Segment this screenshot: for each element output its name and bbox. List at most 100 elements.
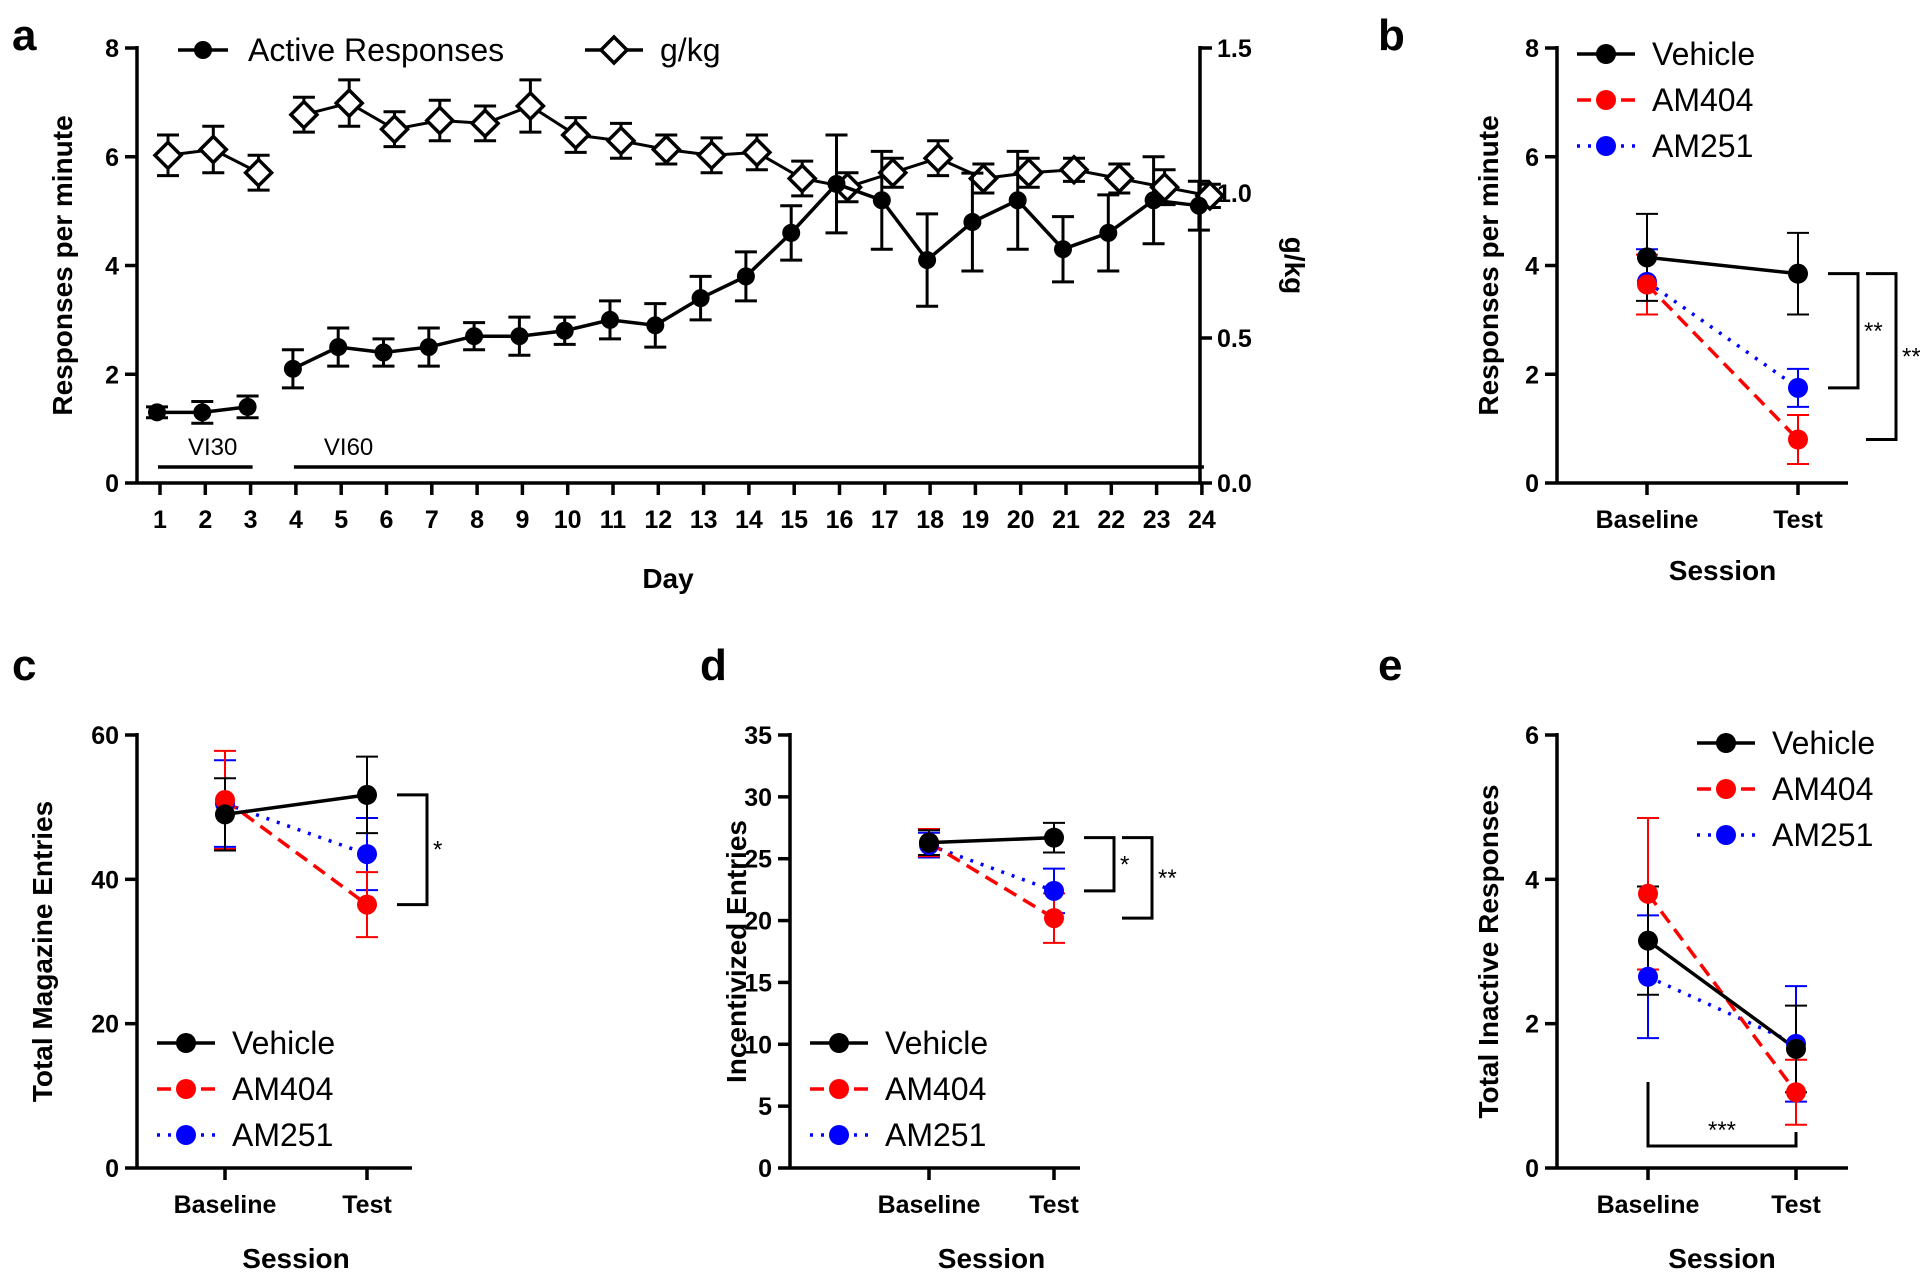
- series-am251-line: [928, 843, 1055, 893]
- y-tick-label: 0: [105, 1155, 119, 1183]
- active-point: [465, 327, 484, 346]
- series-vehicle-line: [928, 835, 1055, 845]
- x-tick-label: Baseline: [174, 1191, 277, 1219]
- am251-point: [1638, 966, 1658, 987]
- significance-bracket: [1084, 836, 1116, 893]
- legend-gkg-label: g/kg: [660, 32, 720, 68]
- legend-gkg-marker: [598, 34, 630, 66]
- x-tick-label: Baseline: [878, 1191, 981, 1219]
- significance-bracket: [1122, 836, 1154, 920]
- y-tick-label: 6: [1525, 722, 1539, 750]
- x-tick-label: 14: [735, 506, 763, 534]
- active-point: [1099, 223, 1118, 242]
- legend-active-label: Active Responses: [248, 32, 504, 68]
- panel-c: c 0 20 40 60 Baseline Test Total Magazine Entri…: [12, 641, 442, 1274]
- significance-bracket: [1646, 1082, 1798, 1148]
- series-am404-line: [928, 841, 1055, 920]
- y-axis-title: Responses per minute: [47, 115, 78, 415]
- legend-am404-marker: [829, 1079, 849, 1099]
- legend-vehicle-marker: [829, 1033, 849, 1053]
- panel-letter: d: [700, 641, 727, 690]
- x-tick-label: 7: [425, 506, 439, 534]
- active-point: [872, 191, 891, 210]
- vehicle-point: [1786, 1038, 1806, 1059]
- legend-vehicle-label: Vehicle: [232, 1025, 335, 1061]
- panel-letter: b: [1378, 11, 1405, 60]
- x-tick-label: 20: [1007, 506, 1035, 534]
- series-am404-line: [223, 798, 369, 907]
- gkg-point: [469, 107, 501, 139]
- legend-vehicle-label: Vehicle: [1652, 36, 1755, 72]
- x-axis-title: Day: [642, 563, 694, 594]
- am404-point: [1637, 274, 1657, 295]
- y-tick-label: 40: [91, 866, 119, 894]
- am404-point: [357, 894, 377, 915]
- active-point: [601, 310, 619, 329]
- active-point: [374, 343, 393, 362]
- gkg-point: [696, 139, 728, 171]
- legend-am404-marker: [1596, 90, 1616, 110]
- y-tick-label: 20: [744, 908, 772, 936]
- am404-point: [1638, 883, 1658, 904]
- x-tick-label: Test: [1771, 1191, 1821, 1219]
- legend-am251-marker: [829, 1125, 849, 1145]
- series-vehicle-line: [1646, 939, 1798, 1051]
- y-tick-label: 0: [105, 470, 119, 498]
- active-point: [782, 223, 801, 242]
- gkg-point: [379, 113, 410, 145]
- legend-active-marker: [194, 41, 212, 59]
- x-tick-label: 17: [871, 506, 899, 534]
- x-tick-label: Baseline: [1596, 506, 1699, 534]
- y-tick-label: 4: [105, 253, 119, 281]
- legend-am251-label: AM251: [885, 1117, 986, 1153]
- x-tick-label: 21: [1052, 506, 1080, 534]
- legend-am404-label: AM404: [1652, 82, 1753, 118]
- gkg-point: [1058, 154, 1090, 186]
- vehicle-point: [357, 784, 377, 805]
- gkg-point: [650, 134, 682, 165]
- significance-label: *: [1120, 851, 1129, 878]
- am404-point: [1786, 1082, 1806, 1103]
- active-point: [646, 316, 665, 335]
- x-tick-label: 10: [554, 506, 582, 534]
- gkg-point: [605, 125, 637, 157]
- gkg-point: [288, 99, 320, 131]
- active-point: [148, 403, 166, 422]
- x-tick-label: 19: [961, 506, 989, 534]
- legend-vehicle-label: Vehicle: [1772, 725, 1875, 761]
- y-tick-label: 15: [744, 969, 772, 997]
- am251-point: [1788, 377, 1808, 398]
- x-tick-label: Test: [342, 1191, 392, 1219]
- x-tick-label: 4: [289, 506, 303, 534]
- x-tick-label: 18: [916, 506, 944, 534]
- legend-vehicle-label: Vehicle: [885, 1025, 988, 1061]
- x-tick-label: 5: [334, 506, 348, 534]
- gkg-point: [514, 90, 546, 122]
- y-tick-label: 5: [758, 1093, 772, 1121]
- x-tick-label: 1: [153, 506, 167, 534]
- legend-vehicle-marker: [1596, 44, 1616, 64]
- x-axis-title: Session: [1669, 555, 1776, 586]
- x-tick-label: 6: [380, 506, 394, 534]
- gkg-point: [197, 134, 229, 165]
- vehicle-point: [919, 832, 939, 853]
- y-tick-label: 8: [105, 35, 119, 63]
- significance-label: *: [433, 837, 442, 864]
- active-point: [691, 289, 710, 308]
- y-tick-label: 2: [1525, 1011, 1539, 1039]
- series-vehicle-line: [224, 793, 368, 817]
- gkg-point: [152, 139, 184, 171]
- significance-label: ***: [1708, 1117, 1736, 1144]
- y-tick-label: 0: [758, 1155, 772, 1183]
- y2-tick-label: 1.5: [1217, 35, 1252, 63]
- y2-tick-label: 0.0: [1217, 470, 1252, 498]
- legend-am404-label: AM404: [232, 1071, 333, 1107]
- gkg-point: [786, 163, 818, 194]
- active-point: [918, 251, 937, 270]
- y-axis-title: Responses per minute: [1473, 115, 1504, 415]
- active-point: [510, 327, 529, 346]
- y-tick-label: 6: [1525, 144, 1539, 172]
- x-tick-label: 13: [690, 506, 718, 534]
- y-axis-title: Total Inactive Responses: [1473, 784, 1504, 1118]
- legend-am251-marker: [1716, 825, 1736, 845]
